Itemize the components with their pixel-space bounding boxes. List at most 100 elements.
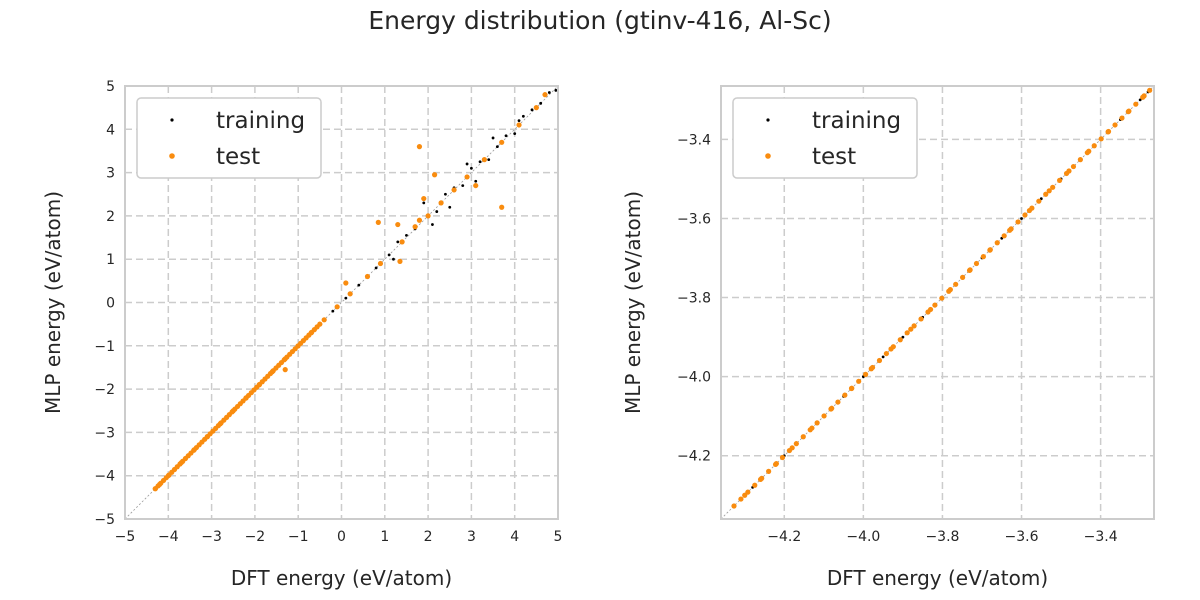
legend-label-training: training	[216, 108, 305, 134]
data-point-training	[461, 184, 465, 187]
data-point-test	[800, 434, 806, 440]
data-point-test	[876, 357, 883, 364]
legend-box	[136, 97, 322, 179]
data-point-test	[863, 371, 869, 377]
y-tick-label: −3.4	[677, 132, 711, 148]
data-point-test	[533, 105, 539, 111]
data-point-test	[377, 260, 384, 267]
data-point-test	[766, 468, 772, 474]
data-point-test	[918, 316, 924, 322]
x-tick-label: −2	[245, 529, 266, 545]
data-point-training	[387, 253, 391, 257]
data-point-training	[448, 205, 452, 209]
legend-label-test: test	[216, 144, 260, 170]
chart-panel-2: −4.2 −4.0 −3.8 −3.6 −3.4 −4.2 −4.0 −3.8 −3.6 −3.4…	[621, 85, 1155, 590]
data-point-test	[980, 254, 986, 260]
legend: training test	[136, 97, 322, 179]
x-tick-label: −4.2	[767, 529, 801, 545]
data-point-test	[1036, 198, 1042, 204]
data-point-test	[451, 187, 457, 193]
data-point-test	[481, 157, 487, 163]
data-point-training	[357, 283, 361, 287]
data-point-test	[994, 240, 1000, 246]
data-point-test	[1008, 226, 1014, 232]
data-point-test	[1015, 219, 1021, 225]
legend-label-training: training	[812, 108, 901, 134]
data-point-test	[953, 281, 959, 287]
x-tick-label: −1	[288, 529, 309, 545]
data-point-test	[779, 454, 786, 461]
y-tick-label: 0	[106, 296, 115, 312]
x-tick-label: −3.6	[1005, 529, 1039, 545]
chart-panel-1: −5 −4 −3 −2 −1 0 1 2 3 4 5 −5 −4 −3 −2 −1 0 1 2 3 4 5 DFT ener…	[41, 79, 562, 590]
data-point-test	[745, 489, 751, 495]
data-point-training	[547, 91, 551, 94]
data-point-test	[731, 503, 737, 509]
data-point-test	[375, 219, 381, 225]
data-point-training	[554, 88, 558, 92]
data-point-training	[539, 101, 543, 105]
data-point-training	[504, 134, 508, 138]
x-tick-label: −3.4	[1084, 529, 1118, 545]
data-point-test	[1057, 177, 1063, 183]
data-point-test	[1077, 157, 1083, 163]
data-point-test	[1133, 101, 1139, 107]
x-tick-label: −3	[201, 529, 222, 545]
data-point-test	[960, 274, 966, 280]
x-tick-label: −3.8	[925, 529, 959, 545]
data-point-test	[849, 385, 855, 391]
data-point-test	[835, 399, 841, 405]
data-point-training	[521, 114, 525, 118]
data-point-training	[1138, 98, 1142, 102]
y-axis-label: MLP energy (eV/atom)	[621, 191, 645, 414]
data-point-test	[416, 217, 423, 223]
data-point-training	[465, 162, 469, 166]
data-point-training	[422, 201, 426, 205]
data-point-test	[946, 288, 952, 294]
data-point-test	[1140, 94, 1146, 100]
data-point-test	[738, 496, 744, 502]
data-point-test	[966, 267, 973, 274]
x-tick-label: −4.0	[846, 529, 880, 545]
data-point-training	[431, 223, 434, 226]
data-point-test	[973, 260, 980, 267]
y-tick-label: −4	[94, 469, 115, 485]
data-point-test	[1091, 143, 1097, 149]
data-point-test	[814, 420, 820, 426]
data-point-test	[1001, 233, 1007, 239]
data-point-test	[911, 323, 917, 329]
page-title: Energy distribution (gtinv-416, Al-Sc)	[368, 6, 832, 35]
data-point-test	[416, 144, 423, 150]
data-point-training	[495, 145, 499, 149]
data-point-training	[470, 166, 473, 170]
data-point-training	[344, 296, 348, 300]
data-point-test	[856, 378, 862, 384]
legend: training test	[732, 97, 918, 179]
y-tick-label: 4	[106, 122, 115, 138]
data-point-test	[1022, 212, 1028, 218]
x-tick-label: 3	[467, 529, 476, 545]
data-point-training	[881, 355, 885, 359]
data-point-test	[1119, 115, 1125, 121]
data-point-test	[399, 239, 405, 245]
data-point-test	[499, 204, 505, 210]
data-point-test	[1070, 163, 1077, 170]
data-point-training	[444, 192, 447, 196]
x-tick-label: 0	[337, 529, 346, 545]
data-point-test	[542, 92, 548, 98]
data-point-test	[321, 317, 327, 323]
y-tick-label: 3	[106, 166, 115, 182]
data-point-test	[347, 291, 353, 297]
data-point-test	[412, 224, 418, 230]
x-axis-label: DFT energy (eV/atom)	[231, 566, 452, 590]
data-point-test	[786, 447, 793, 454]
data-point-test	[842, 392, 848, 398]
y-tick-label: −2	[94, 382, 115, 398]
data-point-test	[425, 213, 431, 219]
data-point-training	[374, 266, 378, 270]
y-tick-label: 2	[106, 209, 115, 225]
data-point-test	[772, 461, 779, 468]
data-point-test	[364, 273, 371, 280]
data-point-test	[807, 427, 813, 433]
data-point-test	[1046, 188, 1052, 194]
